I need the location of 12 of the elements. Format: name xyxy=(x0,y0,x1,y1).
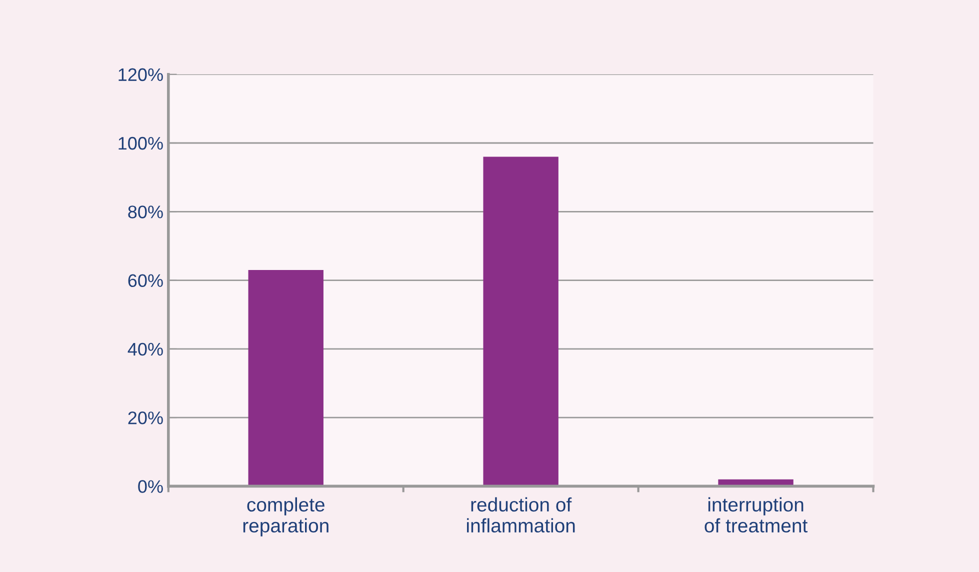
y-tick-label: 80% xyxy=(128,206,163,218)
y-tick-label: 100% xyxy=(118,136,163,150)
bar xyxy=(248,270,324,486)
y-tick-label: 60% xyxy=(128,274,163,287)
x-tick-label: complete reparation xyxy=(243,497,328,536)
y-tick-label: 20% xyxy=(128,411,163,424)
x-tick-label: interruption of treatment xyxy=(704,497,808,533)
y-tick-label: 120% xyxy=(118,68,163,82)
y-tick-label: 40% xyxy=(128,342,163,356)
x-tick-label: reduction of inflammation xyxy=(467,497,575,533)
bar xyxy=(483,156,558,486)
y-tick-label: 0% xyxy=(138,480,163,493)
